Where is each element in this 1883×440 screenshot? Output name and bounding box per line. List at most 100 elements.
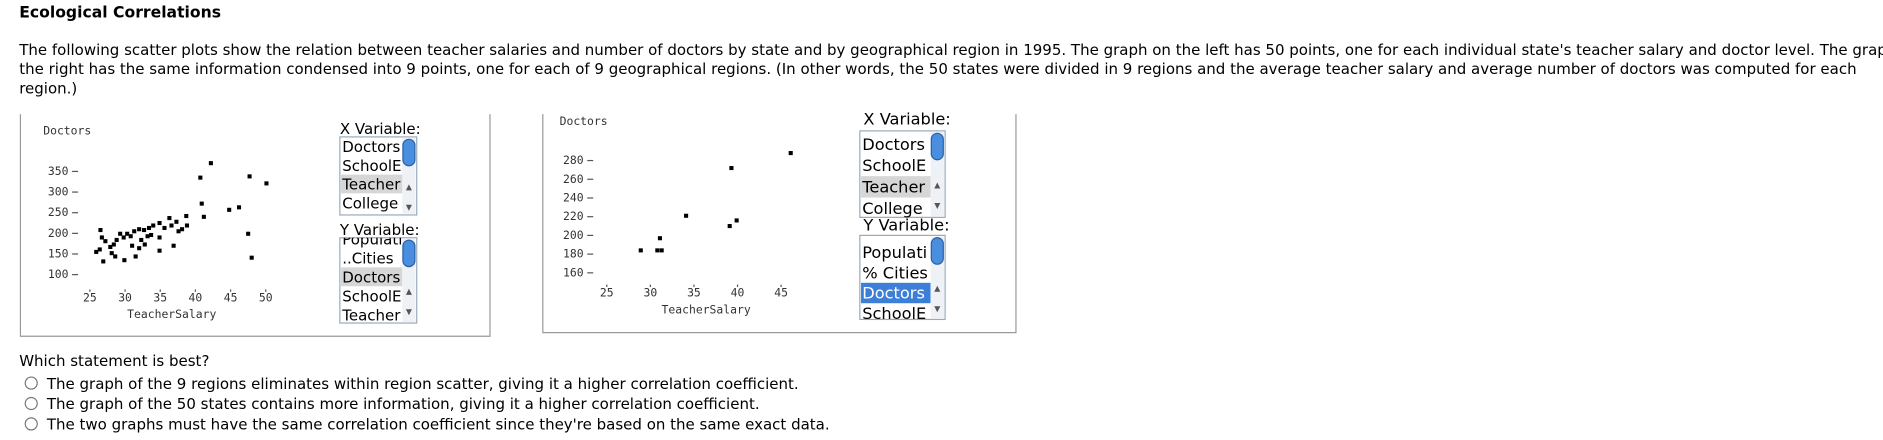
scrollbar-thumb[interactable] xyxy=(930,237,944,265)
x-tick-label: 45 xyxy=(774,286,788,300)
scroll-up[interactable] xyxy=(934,182,941,189)
list-option[interactable]: % Cities xyxy=(862,263,928,282)
y-tick-label: 200 xyxy=(563,228,584,242)
scrollbar-thumb[interactable] xyxy=(930,132,944,161)
list-option[interactable]: Teacher xyxy=(341,306,401,324)
selector-title: Y Variable: xyxy=(339,221,420,239)
list-option[interactable]: College xyxy=(862,199,922,218)
y-tick-label: 260 xyxy=(563,172,584,186)
data-point xyxy=(133,254,138,259)
data-point xyxy=(142,242,147,247)
x-axis-label: TeacherSalary xyxy=(127,307,216,321)
list-option[interactable]: SchoolE xyxy=(862,304,926,323)
radio-option[interactable]: The graph of the 50 states contains more… xyxy=(24,395,760,413)
scroll-down[interactable] xyxy=(405,204,412,211)
radio-button[interactable] xyxy=(24,417,38,431)
selector-title: Y Variable: xyxy=(862,215,949,234)
option-text[interactable]: The graph of the 9 regions eliminates wi… xyxy=(46,375,799,393)
scroll-up[interactable] xyxy=(405,288,412,295)
data-point xyxy=(169,223,174,228)
selected-highlight[interactable] xyxy=(861,176,931,198)
data-point xyxy=(151,223,156,228)
data-point xyxy=(149,232,154,238)
data-point xyxy=(788,151,793,156)
scroll-down[interactable] xyxy=(405,309,412,316)
x-tick-label: 40 xyxy=(731,286,745,300)
radio-button[interactable] xyxy=(24,376,38,390)
data-point xyxy=(157,220,162,226)
list-option[interactable]: Doctors xyxy=(862,284,925,303)
list-items[interactable]: Doctors SchoolE Teacher College xyxy=(861,135,931,218)
data-point xyxy=(145,234,150,239)
scroll-down[interactable] xyxy=(934,202,941,209)
data-point xyxy=(108,244,113,250)
data-point xyxy=(236,205,242,210)
panel-border xyxy=(542,114,1017,334)
list-option[interactable]: Doctors xyxy=(342,138,400,156)
scroll-up[interactable] xyxy=(405,184,412,191)
x-tick-label: 25 xyxy=(83,290,97,304)
list-option[interactable]: Populati xyxy=(342,231,402,249)
scroll-down[interactable] xyxy=(934,306,941,313)
list-option[interactable]: Teacher xyxy=(341,176,401,194)
scroll-up[interactable] xyxy=(934,285,941,292)
data-point xyxy=(227,207,232,212)
scrollbar-thumb[interactable] xyxy=(402,138,416,167)
data-point xyxy=(729,165,734,171)
selected-highlight[interactable] xyxy=(341,174,403,194)
data-point xyxy=(132,229,137,234)
radio-option[interactable]: The two graphs must have the same correl… xyxy=(24,416,830,434)
scrollbar-thumb[interactable] xyxy=(402,239,416,268)
x-tick-label: 40 xyxy=(189,290,203,304)
radio-button[interactable] xyxy=(24,396,38,411)
data-point xyxy=(727,224,732,229)
data-point xyxy=(201,214,206,219)
description-line: the right has the same information conde… xyxy=(19,60,1856,78)
list-option[interactable]: College xyxy=(342,194,398,212)
radio-option[interactable]: The graph of the 9 regions eliminates wi… xyxy=(24,375,799,393)
data-point xyxy=(130,243,135,248)
y-axis-label: Doctors xyxy=(43,123,91,137)
data-point xyxy=(139,237,144,242)
selected-highlight[interactable] xyxy=(861,282,931,304)
option-text[interactable]: The graph of the 50 states contains more… xyxy=(46,395,760,413)
y-tick-label: 240 xyxy=(563,190,584,204)
list-option[interactable]: SchoolE xyxy=(342,287,401,305)
data-point xyxy=(246,231,251,236)
list-option[interactable]: Doctors xyxy=(862,135,925,154)
data-point xyxy=(118,231,123,236)
list-option[interactable]: Doctors xyxy=(342,269,400,287)
y-tick-label: 150 xyxy=(48,246,69,260)
list-option[interactable]: SchoolE xyxy=(342,157,401,175)
y-tick-label: 350 xyxy=(48,164,69,178)
question-prompt: Which statement is best? xyxy=(19,352,209,370)
list-option[interactable]: Crime xyxy=(342,213,387,231)
list-option[interactable]: ..Cities xyxy=(342,250,393,268)
y-tick-label: 100 xyxy=(48,267,69,281)
data-point xyxy=(98,228,103,233)
list-option[interactable]: SchoolE xyxy=(862,156,926,175)
description-line: The following scatter plots show the rel… xyxy=(18,41,1883,59)
list-option[interactable]: Populati xyxy=(862,243,927,262)
data-point xyxy=(111,242,116,247)
list-option[interactable]: Teacher xyxy=(861,178,925,197)
x-tick-label: 50 xyxy=(259,290,273,304)
data-point xyxy=(94,249,99,254)
data-point xyxy=(121,235,126,240)
data-point xyxy=(659,248,664,253)
list-box[interactable]: Doctors SchoolE Teacher College xyxy=(859,130,946,218)
data-point xyxy=(638,248,643,253)
selected-highlight[interactable] xyxy=(341,267,403,287)
data-point xyxy=(199,201,204,206)
data-point xyxy=(137,246,142,251)
y-tick-label: 160 xyxy=(563,265,584,279)
data-point xyxy=(249,255,254,260)
option-text[interactable]: The two graphs must have the same correl… xyxy=(46,416,830,434)
y-tick-label: 180 xyxy=(563,247,584,261)
